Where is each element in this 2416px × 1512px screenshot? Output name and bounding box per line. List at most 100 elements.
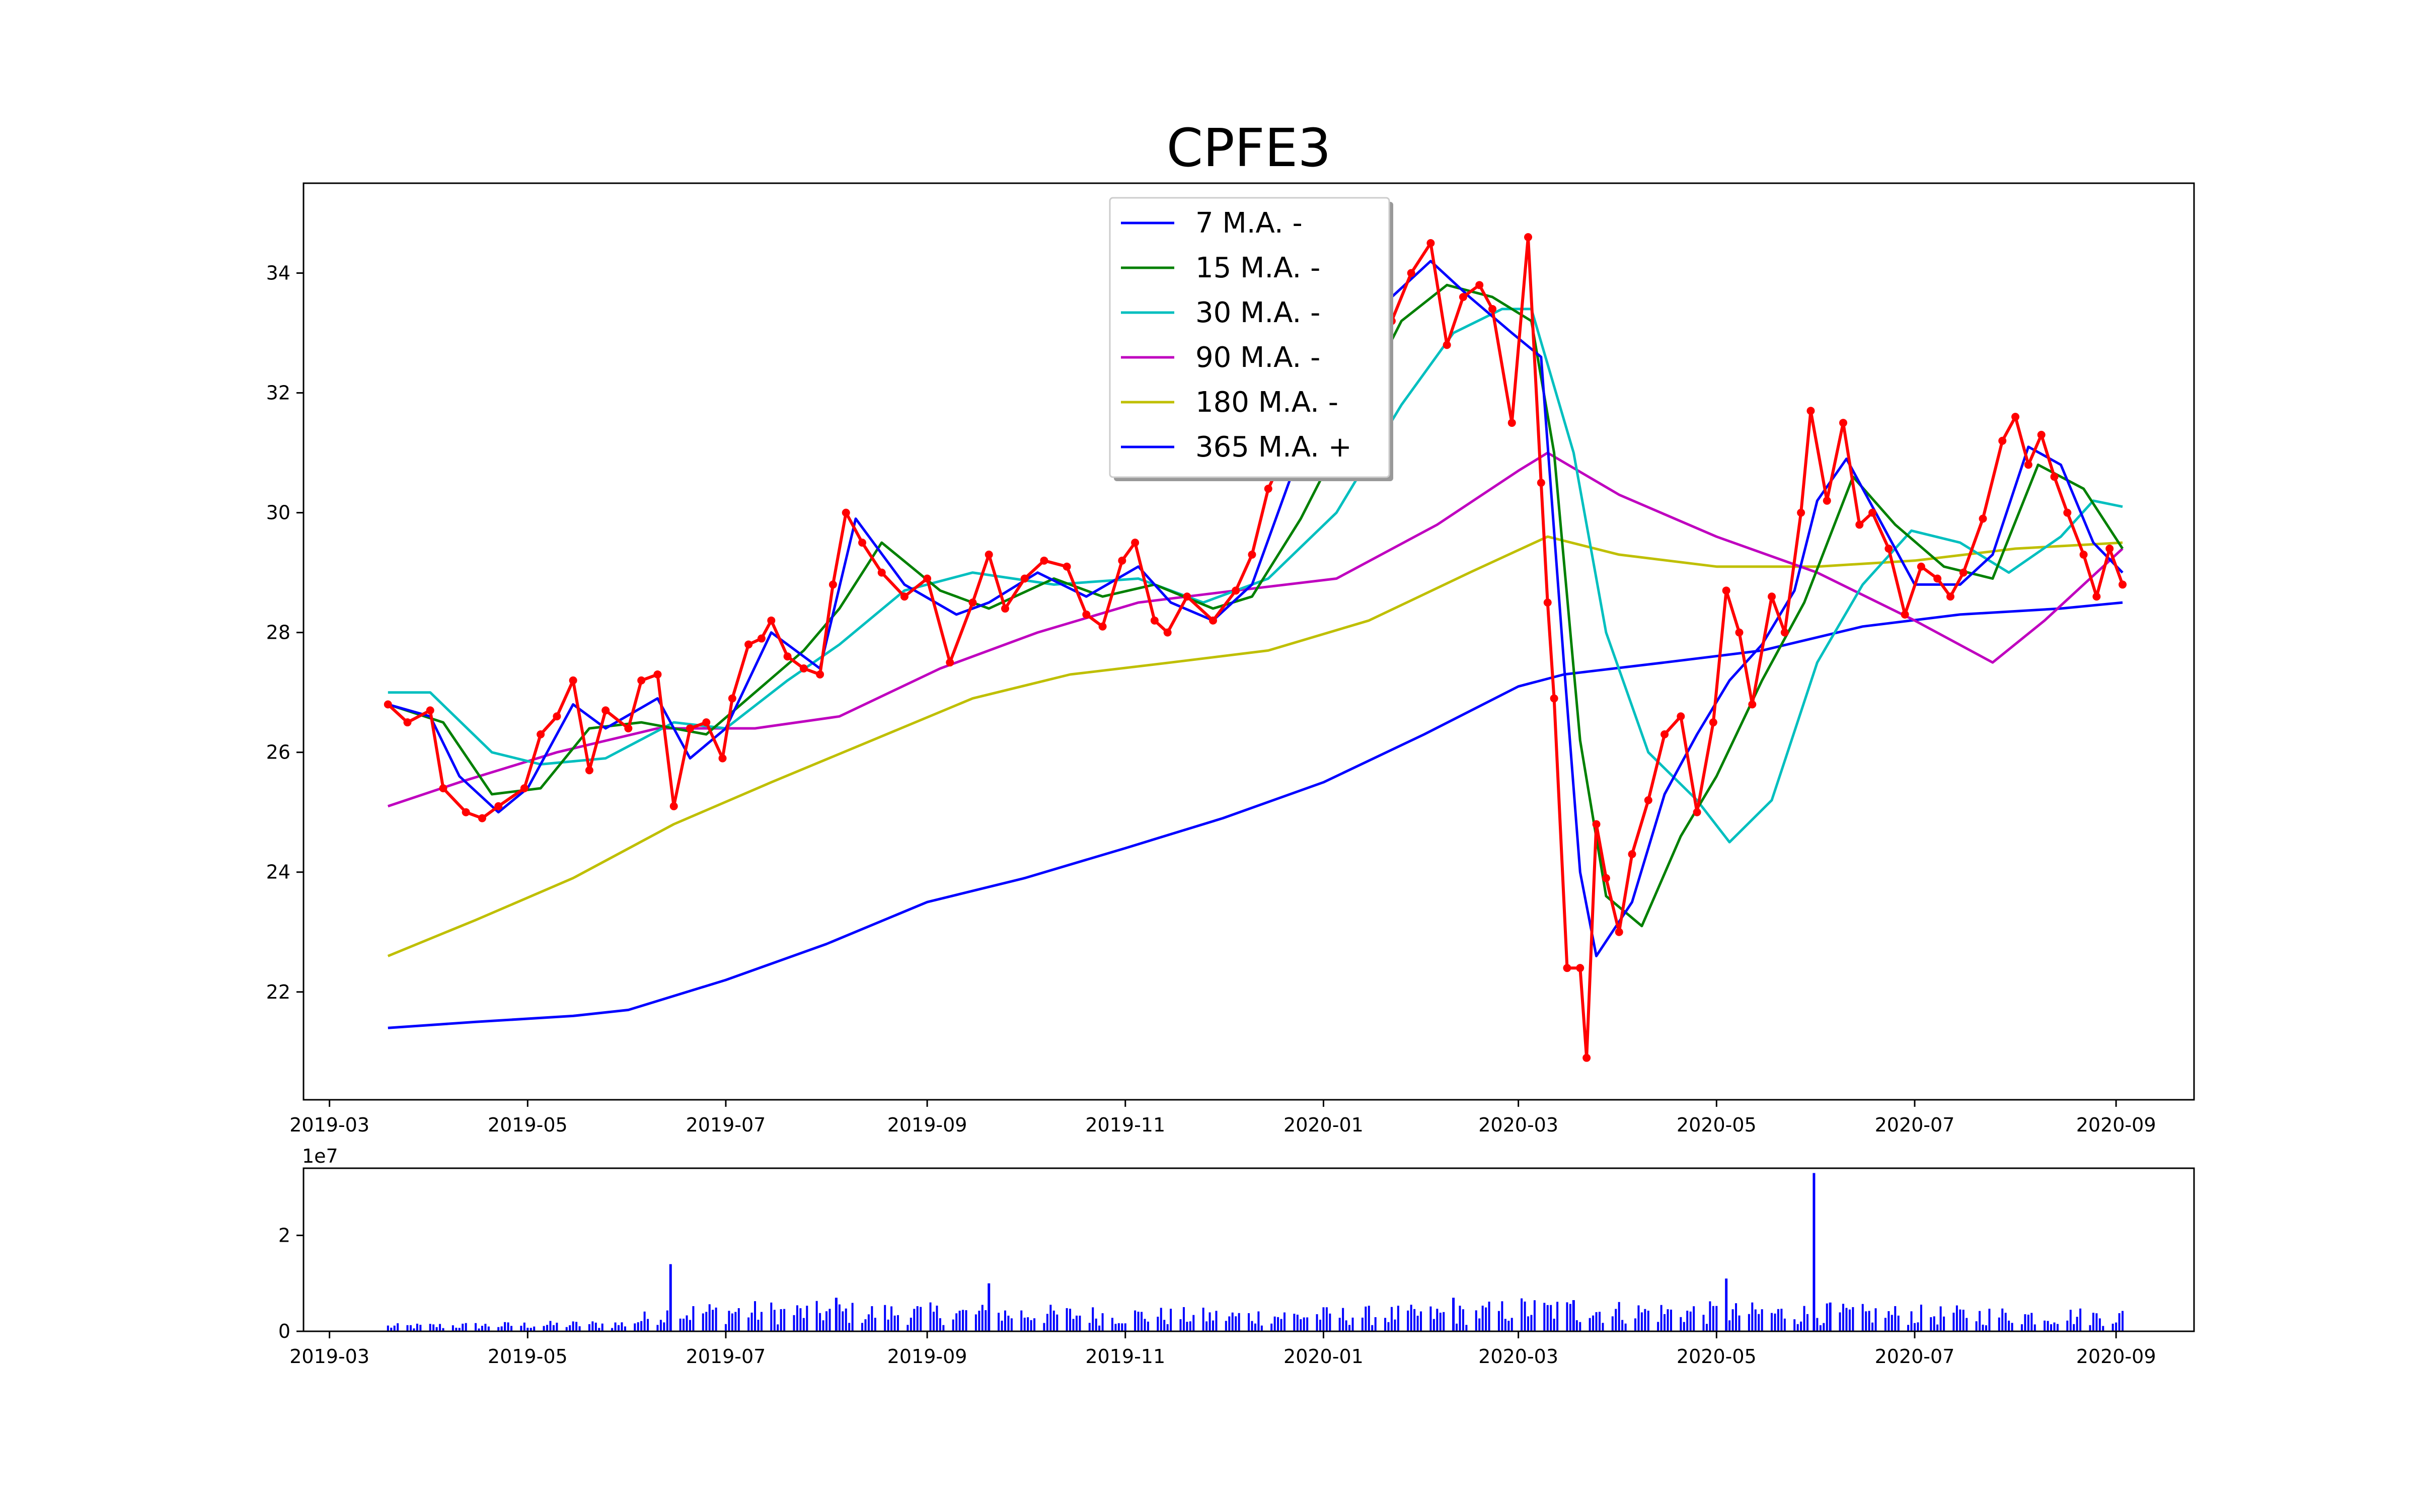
- volume-bar: [569, 1325, 571, 1331]
- price-point: [900, 592, 909, 601]
- volume-bar: [478, 1328, 480, 1331]
- volume-bar: [1504, 1319, 1506, 1331]
- volume-bar: [1754, 1309, 1757, 1331]
- volume-bar: [621, 1322, 623, 1331]
- legend-box: [1109, 197, 1390, 478]
- volume-plot-frame: [303, 1167, 2195, 1332]
- volume-bar: [1170, 1309, 1172, 1331]
- volume-bar: [2076, 1317, 2078, 1331]
- volume-bar: [702, 1313, 704, 1331]
- price-point: [718, 754, 727, 763]
- price-point: [439, 784, 447, 793]
- volume-bar: [842, 1311, 844, 1331]
- price-point: [1660, 730, 1669, 738]
- volume-bar-spike: [988, 1283, 991, 1331]
- volume-bar: [1910, 1311, 1913, 1331]
- volume-bar: [588, 1324, 590, 1331]
- volume-bar: [520, 1325, 522, 1331]
- price-point: [1933, 574, 1942, 583]
- volume-bar: [663, 1322, 665, 1331]
- volume-bar: [523, 1322, 525, 1331]
- volume-bar: [929, 1302, 932, 1331]
- volume-bar: [724, 1324, 727, 1331]
- volume-bar: [1634, 1318, 1636, 1331]
- volume-bar: [526, 1327, 529, 1331]
- legend-label: 90 M.A. -: [1195, 341, 1320, 374]
- volume-bar: [1228, 1316, 1231, 1331]
- legend: 7 M.A. - 15 M.A. - 30 M.A. - 90 M.A. - 180 M…: [1109, 197, 1393, 481]
- price-point: [985, 550, 993, 559]
- price-point: [1959, 568, 1968, 577]
- volume-bar: [1816, 1318, 1819, 1331]
- volume-x-tick-label: 2019-09: [887, 1345, 967, 1368]
- volume-bar: [497, 1327, 500, 1331]
- volume-bar: [2118, 1313, 2121, 1331]
- volume-bar: [1033, 1318, 1036, 1331]
- price-point: [1443, 341, 1451, 349]
- price-point: [1543, 598, 1552, 607]
- volume-bar: [1365, 1306, 1367, 1331]
- price-y-tick-label: 26: [266, 741, 290, 764]
- volume-bar: [1407, 1310, 1409, 1331]
- volume-bar: [2004, 1313, 2007, 1331]
- volume-bar: [1069, 1309, 1072, 1331]
- volume-bar: [1686, 1311, 1689, 1331]
- volume-bar: [1348, 1325, 1351, 1331]
- volume-bar: [1134, 1310, 1137, 1331]
- volume-bar: [1384, 1318, 1387, 1331]
- price-point: [799, 664, 808, 673]
- volume-bar: [409, 1325, 412, 1331]
- volume-bar: [1361, 1317, 1364, 1331]
- volume-bar: [1874, 1308, 1877, 1331]
- price-point: [653, 670, 662, 678]
- price-point: [2063, 508, 2072, 517]
- volume-bar: [1683, 1322, 1685, 1331]
- volume-bar: [1680, 1317, 1682, 1331]
- volume-bar: [1092, 1307, 1094, 1331]
- price-point: [1722, 586, 1730, 595]
- volume-bar: [1988, 1309, 1991, 1331]
- volume-bar: [1527, 1316, 1530, 1331]
- volume-y-tick-label: 2: [278, 1224, 290, 1246]
- volume-bar: [465, 1323, 467, 1331]
- legend-label: 365 M.A. +: [1195, 431, 1352, 464]
- volume-bar: [458, 1328, 461, 1331]
- price-point: [1806, 407, 1815, 415]
- volume-bar: [1943, 1316, 1945, 1331]
- volume-bar: [1647, 1311, 1649, 1331]
- volume-bar: [419, 1325, 422, 1331]
- volume-bar: [1891, 1315, 1893, 1331]
- volume-bar: [985, 1310, 987, 1331]
- volume-bar: [640, 1321, 643, 1331]
- volume-bar: [1985, 1325, 1987, 1331]
- volume-bar: [1939, 1306, 1942, 1331]
- volume-bar: [1205, 1321, 1208, 1331]
- price-point: [384, 700, 392, 709]
- price-x-tick-label: 2019-09: [887, 1114, 967, 1136]
- volume-bar: [871, 1306, 873, 1331]
- volume-bar: [2027, 1314, 2029, 1331]
- price-point: [1855, 520, 1864, 529]
- volume-bar: [656, 1325, 659, 1331]
- price-x-tick-label: 2019-05: [488, 1114, 568, 1136]
- volume-bar: [1124, 1323, 1126, 1331]
- volume-bar: [838, 1304, 841, 1331]
- volume-bar: [1079, 1315, 1081, 1331]
- volume-bar: [1611, 1316, 1614, 1331]
- volume-bar: [1410, 1305, 1412, 1331]
- volume-bar: [910, 1317, 912, 1331]
- volume-bar: [1952, 1312, 1955, 1331]
- volume-bar-spike: [1452, 1298, 1455, 1331]
- volume-bar: [1394, 1319, 1396, 1331]
- volume-bar: [1020, 1310, 1023, 1331]
- volume-bar: [1826, 1303, 1828, 1331]
- volume-bar: [1501, 1301, 1503, 1331]
- volume-bar: [1046, 1314, 1048, 1331]
- volume-bar: [1689, 1311, 1692, 1331]
- price-point: [686, 724, 694, 733]
- price-point: [520, 784, 528, 793]
- volume-bar: [1848, 1309, 1851, 1331]
- volume-bar: [907, 1325, 909, 1331]
- price-point: [624, 724, 633, 733]
